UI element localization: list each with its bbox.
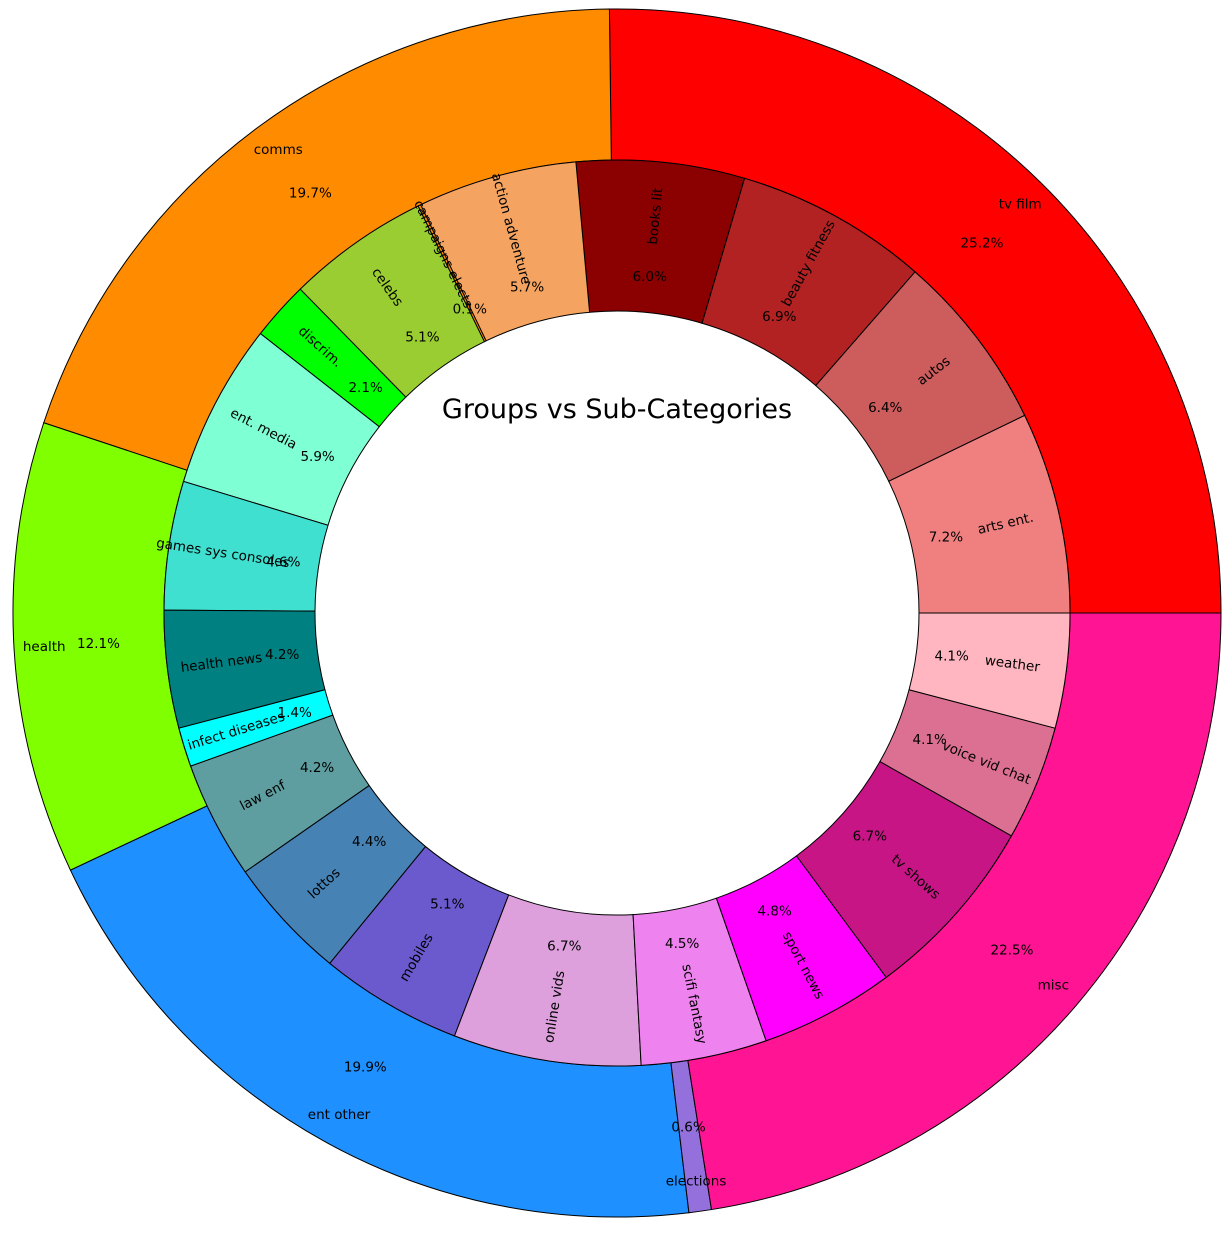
- inner-pct-voice-vid-chat: 4.1%: [913, 732, 947, 748]
- inner-pct-campaigns-elects: 0.1%: [453, 301, 487, 317]
- outer-pct-comms: 19.7%: [289, 186, 332, 202]
- outer-pct-tv-film: 25.2%: [961, 235, 1004, 251]
- inner-pct-scifi-fantasy: 4.5%: [665, 936, 699, 952]
- inner-pct-discrim: 2.1%: [348, 380, 382, 396]
- outer-label-health: health: [23, 639, 66, 655]
- outer-label-tv-film: tv film: [999, 197, 1042, 213]
- inner-wedge-weather: [908, 612, 1071, 729]
- inner-pct-lottos: 4.4%: [352, 834, 386, 850]
- outer-label-comms: comms: [254, 142, 303, 158]
- inner-label-weather: weather: [984, 653, 1041, 676]
- outer-label-misc: misc: [1038, 978, 1069, 994]
- inner-pct-celebs: 5.1%: [405, 329, 439, 345]
- outer-label-ent-other: ent other: [308, 1107, 371, 1123]
- inner-pct-mobiles: 5.1%: [430, 897, 464, 913]
- inner-pct-health-news: 4.2%: [265, 647, 299, 663]
- inner-pct-arts-ent: 7.2%: [929, 529, 963, 545]
- inner-pct-infect-diseases: 1.4%: [278, 705, 312, 721]
- outer-pct-misc: 22.5%: [991, 942, 1034, 958]
- outer-label-elections: elections: [666, 1173, 727, 1189]
- inner-pct-books-lit: 6.0%: [633, 269, 667, 285]
- inner-pct-weather: 4.1%: [935, 648, 969, 664]
- inner-pct-law-enf: 4.2%: [300, 760, 334, 776]
- outer-ring: [12, 8, 1222, 1218]
- chart-title: Groups vs Sub-Categories: [442, 394, 792, 425]
- inner-pct-tv-shows: 6.7%: [853, 829, 887, 845]
- inner-pct-autos: 6.4%: [868, 400, 902, 416]
- inner-pct-beauty-fitness: 6.9%: [762, 309, 796, 325]
- inner-pct-sport-news: 4.8%: [757, 903, 791, 919]
- inner-pct-ent-media: 5.9%: [300, 449, 334, 465]
- outer-pct-ent-other: 19.9%: [344, 1059, 387, 1075]
- outer-pct-elections: 0.6%: [671, 1119, 705, 1135]
- outer-pct-health: 12.1%: [77, 636, 120, 652]
- inner-pct-online-vids: 6.7%: [547, 938, 581, 954]
- inner-ring: [163, 159, 1071, 1067]
- inner-pct-action-adventure: 5.7%: [510, 280, 544, 296]
- inner-label-books-lit: books lit: [645, 187, 666, 245]
- inner-pct-games-sys-consoles: 4.6%: [266, 554, 300, 570]
